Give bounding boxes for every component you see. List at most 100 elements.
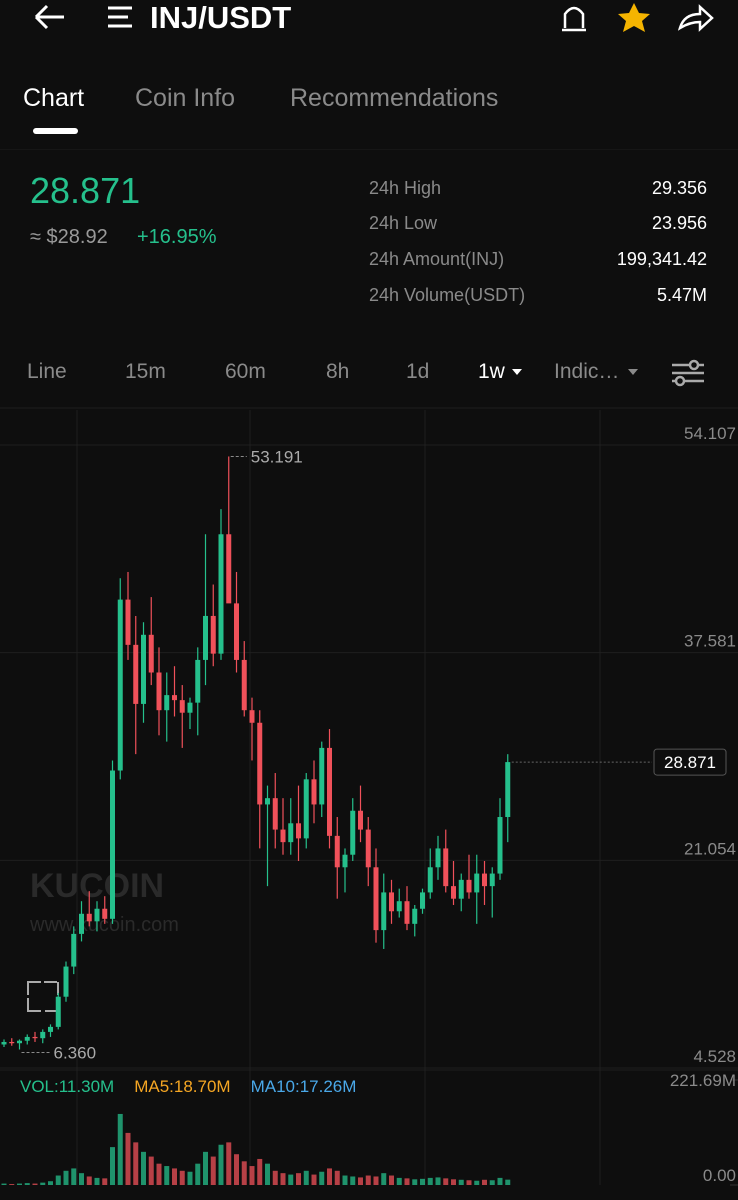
volume-bar	[32, 1183, 38, 1185]
candle-body	[265, 798, 270, 805]
candle-body	[125, 599, 131, 645]
y-tick-label: 21.054	[684, 839, 736, 858]
pair-title: INJ/USDT	[150, 0, 292, 35]
candle-body	[9, 1041, 15, 1044]
volume-bar	[296, 1173, 301, 1185]
candle-body	[141, 634, 146, 704]
tab[interactable]: Chart	[23, 84, 85, 112]
candle-body	[133, 644, 139, 704]
volume-bar	[172, 1168, 177, 1185]
candle-body	[420, 892, 425, 909]
volume-bar	[94, 1177, 100, 1185]
candle-body	[474, 873, 480, 893]
candle-body	[334, 835, 340, 868]
volume-tick-label: 0.00	[703, 1166, 736, 1185]
candle-body	[497, 817, 503, 874]
volume-bar	[458, 1179, 464, 1185]
candle-body	[172, 695, 177, 701]
stat-value: 199,341.42	[616, 249, 707, 269]
volume-bar	[396, 1177, 402, 1185]
candle-body	[102, 908, 108, 919]
candle-body	[226, 534, 232, 604]
candle-body	[249, 710, 255, 723]
favorite-star[interactable]	[618, 3, 650, 32]
back-arrow[interactable]	[34, 4, 64, 30]
volume-bar	[148, 1156, 154, 1185]
candle-body	[218, 534, 224, 654]
interval[interactable]: 8h	[326, 360, 350, 383]
candle-body	[489, 873, 495, 887]
volume-bar	[24, 1183, 30, 1185]
last-price-box	[653, 748, 727, 776]
interval[interactable]: 15m	[125, 360, 166, 383]
candle-body	[1, 1041, 7, 1045]
volume-bar	[102, 1178, 108, 1185]
interval[interactable]: 1d	[406, 360, 430, 383]
volume-bar	[48, 1181, 53, 1185]
menu-icon[interactable]	[108, 6, 132, 28]
alert-icon[interactable]	[562, 6, 586, 32]
stat-value: 29.356	[651, 178, 707, 198]
candle-body	[187, 702, 193, 713]
volume-bar	[482, 1179, 487, 1185]
volume-bar	[40, 1182, 46, 1185]
candle-body	[482, 873, 487, 887]
volume-legend: MA10:17.26M	[251, 1077, 357, 1096]
volume-bar	[218, 1144, 224, 1185]
tab[interactable]: Coin Info	[135, 84, 236, 112]
volume-bar	[474, 1180, 480, 1185]
candle-body	[458, 879, 464, 899]
volume-bar	[412, 1179, 418, 1185]
interval[interactable]: 1w	[478, 360, 505, 383]
candle-body	[288, 823, 294, 843]
candle-body	[296, 823, 301, 839]
candle-body	[327, 747, 332, 836]
candle-body	[404, 901, 410, 924]
fullscreen-icon[interactable]	[27, 981, 59, 1012]
volume-bar	[179, 1170, 185, 1185]
tab[interactable]: Recommendations	[290, 84, 499, 112]
candle-body	[358, 810, 363, 830]
volume-bar	[86, 1176, 92, 1185]
last-price: 28.871	[30, 170, 141, 211]
interval[interactable]: Line	[27, 360, 67, 383]
volume-bar	[257, 1158, 263, 1185]
candle-body	[272, 798, 278, 830]
header-icons	[0, 3, 738, 150]
candle-body	[195, 659, 201, 703]
volume-bar	[365, 1175, 371, 1185]
volume-bar	[1, 1183, 7, 1185]
volume-bar	[117, 1113, 123, 1185]
candle-body	[24, 1036, 30, 1041]
candle-body	[94, 908, 100, 922]
candle-body	[396, 901, 402, 912]
watermark: KUCOIN	[30, 867, 164, 905]
candle-body	[427, 867, 433, 893]
interval[interactable]: Indic…	[554, 360, 620, 383]
stat-value: 23.956	[651, 213, 707, 233]
volume-bar	[288, 1174, 294, 1185]
candle-body	[40, 1031, 46, 1039]
candle-body	[381, 892, 387, 931]
candle-body	[451, 886, 456, 899]
candle-body	[365, 829, 371, 868]
volume-bar	[63, 1170, 69, 1185]
volume-bar	[404, 1178, 410, 1185]
volume-bar	[427, 1177, 433, 1185]
volume-bar	[133, 1142, 139, 1185]
volume-bar	[141, 1151, 146, 1185]
candle-body	[443, 848, 449, 887]
interval[interactable]: 60m	[225, 360, 266, 383]
tab-indicator	[33, 128, 78, 134]
candle-body	[210, 615, 216, 654]
volume-bar	[156, 1163, 162, 1185]
min-label: 6.360	[54, 1044, 97, 1063]
volume-bar	[451, 1179, 456, 1185]
volume-bar	[327, 1168, 332, 1185]
volume-bar	[55, 1175, 61, 1185]
share-icon[interactable]	[677, 4, 714, 32]
settings-knob	[688, 359, 700, 371]
candle-body	[156, 672, 162, 711]
candle-body	[164, 695, 170, 711]
